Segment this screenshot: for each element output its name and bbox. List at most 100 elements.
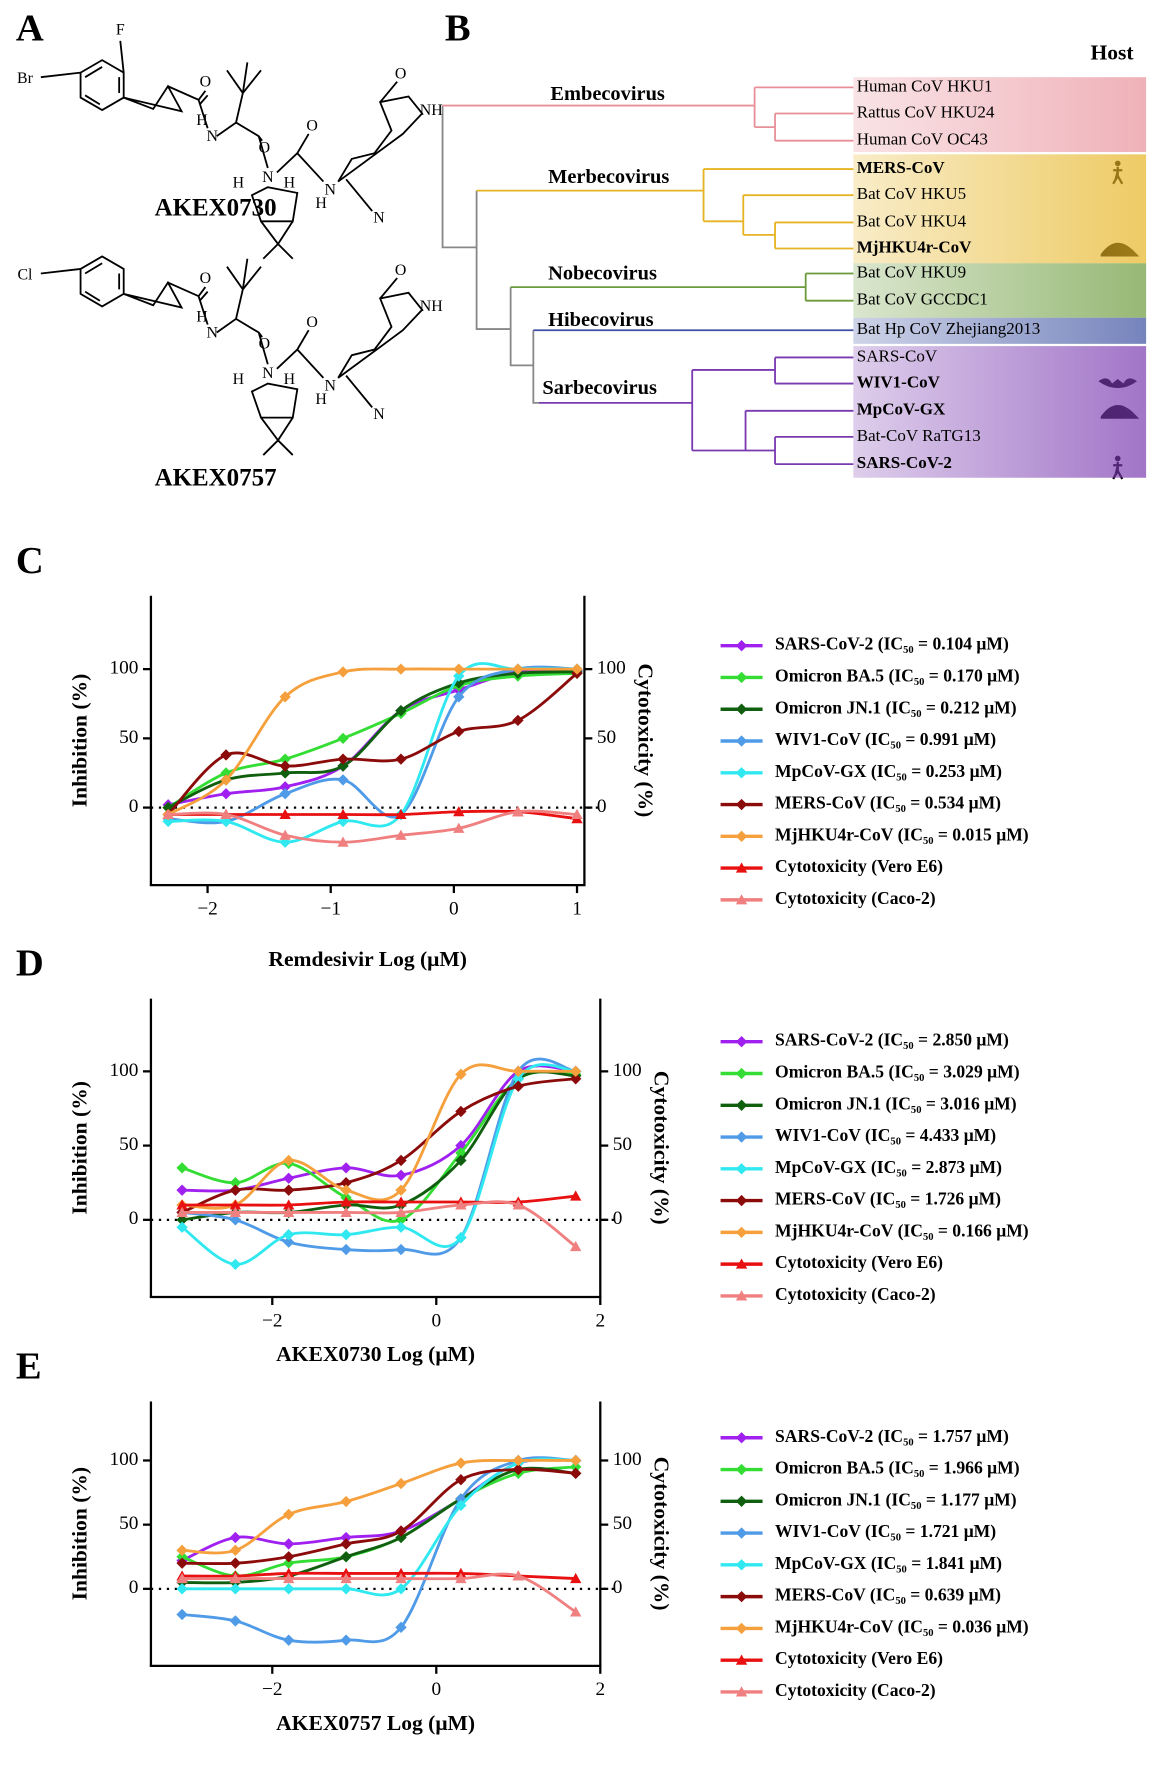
legend-label: MpCoV-GX (IC₅₀ = 1.841 μM) [775, 1553, 1002, 1573]
y-tick-label: 100 [110, 1060, 139, 1081]
diamond-marker [283, 1172, 295, 1184]
leaf-label: Bat CoV HKU4 [857, 211, 967, 230]
triangle-marker [340, 1572, 352, 1584]
diamond-marker [395, 1243, 407, 1256]
legend-label: Omicron JN.1 (IC₅₀ = 3.016 μM) [775, 1093, 1017, 1113]
diamond-marker [512, 1080, 524, 1092]
y-axis-label: Inhibition (%) [68, 1081, 92, 1215]
clade-branch [539, 356, 854, 466]
legend-label: SARS-CoV-2 (IC₅₀ = 2.850 μM) [775, 1030, 1009, 1050]
x-axis-label: AKEX0757 Log (μM) [276, 1711, 475, 1735]
legend-label: Cytotoxicity (Caco-2) [775, 888, 936, 908]
diamond-marker [229, 1583, 242, 1595]
diamond-marker [229, 1258, 242, 1271]
diamond-marker [735, 1622, 748, 1635]
atom-label: N [373, 210, 385, 227]
x-tick-label: −2 [197, 899, 218, 920]
atom-label: N [373, 406, 385, 423]
diamond-marker [570, 1467, 582, 1479]
diamond-marker [735, 1131, 748, 1143]
triangle-marker [395, 829, 407, 840]
legend-label: Cytotoxicity (Vero E6) [775, 1648, 943, 1668]
diamond-marker [735, 1463, 748, 1476]
triangle-marker [279, 808, 291, 820]
compound-name: AKEX0730 [155, 195, 277, 222]
triangle-marker [340, 1206, 352, 1217]
diamond-marker [283, 1538, 295, 1550]
fit-curve [182, 1467, 576, 1566]
triangle-marker [395, 1567, 407, 1578]
legend-label: MjHKU4r-CoV (IC₅₀ = 0.166 μM) [775, 1220, 1029, 1240]
genus-label: Embecovirus [550, 83, 665, 105]
triangle-marker [220, 808, 232, 820]
y-axis-label: Inhibition (%) [68, 1467, 92, 1601]
triangle-marker [735, 1654, 748, 1665]
diamond-marker [279, 788, 291, 800]
diamond-marker [570, 1073, 582, 1085]
diamond-marker [570, 1065, 582, 1078]
diamond-marker [395, 1583, 407, 1595]
y2-tick-label: 100 [597, 658, 626, 679]
legend-label: Omicron JN.1 (IC₅₀ = 1.177 μM) [775, 1489, 1017, 1509]
triangle-marker [279, 829, 291, 840]
diamond-marker [512, 1073, 524, 1085]
legend-label: Cytotoxicity (Vero E6) [775, 1252, 943, 1272]
atom-label: H [315, 391, 326, 408]
legend-label: MERS-CoV (IC₅₀ = 1.726 μM) [775, 1189, 1001, 1209]
x-tick-label: 0 [449, 899, 459, 920]
atom-label: N [206, 324, 218, 341]
diamond-marker [229, 1214, 242, 1226]
atom-label: O [395, 262, 406, 279]
triangle-marker [735, 1686, 748, 1697]
fit-curve [181, 1465, 576, 1578]
diamond-marker [570, 1461, 582, 1473]
y2-tick-label: 50 [597, 727, 616, 748]
fit-curve [167, 667, 578, 816]
y2-axis-label: Cytotoxicity (%) [649, 1457, 673, 1611]
legend-label: MpCoV-GX (IC₅₀ = 2.873 μM) [775, 1157, 1002, 1177]
y2-tick-label: 100 [613, 1449, 642, 1470]
legend-label: MERS-CoV (IC₅₀ = 0.534 μM) [775, 793, 1001, 813]
fit-curve [168, 662, 578, 844]
legend-label: WIV1-CoV (IC₅₀ = 4.433 μM) [775, 1125, 996, 1145]
triangle-marker [229, 1206, 242, 1217]
triangle-marker [395, 1196, 407, 1207]
diamond-marker [283, 1508, 295, 1521]
triangle-marker [735, 1258, 748, 1269]
triangle-marker [570, 1190, 582, 1201]
triangle-marker [395, 1206, 407, 1217]
diamond-marker [279, 781, 291, 793]
atom-label: N [262, 169, 274, 186]
diamond-marker [735, 671, 748, 684]
diamond-marker [340, 1538, 352, 1550]
triangle-marker [229, 1199, 242, 1210]
genus-label: Nobecovirus [548, 262, 657, 284]
y2-tick-label: 0 [597, 796, 607, 817]
y2-tick-label: 100 [613, 1060, 642, 1081]
atom-label: O [200, 73, 211, 90]
fit-curve [182, 1063, 576, 1210]
atom-label: H [196, 308, 207, 325]
diamond-marker [340, 1162, 352, 1174]
leaf-label: Human CoV HKU1 [857, 76, 993, 95]
clade-band [853, 77, 1147, 153]
x-tick-label: −2 [262, 1679, 283, 1700]
diamond-marker [735, 1495, 748, 1507]
x-tick-label: 1 [572, 899, 582, 920]
diamond-marker [340, 1229, 352, 1241]
diamond-marker [735, 1226, 748, 1239]
tree-backbone [441, 105, 540, 404]
diamond-marker [455, 1105, 467, 1118]
diamond-marker [735, 1163, 748, 1175]
diamond-marker [735, 640, 748, 652]
diamond-marker [395, 1184, 407, 1196]
triangle-marker [570, 1606, 582, 1617]
atom-label: O [306, 118, 317, 135]
triangle-marker [340, 1567, 352, 1578]
diamond-marker [735, 798, 748, 811]
legend-label: WIV1-CoV (IC₅₀ = 1.721 μM) [775, 1521, 996, 1541]
diamond-marker [229, 1615, 242, 1627]
diamond-marker [279, 760, 291, 772]
diamond-marker [395, 1154, 407, 1167]
